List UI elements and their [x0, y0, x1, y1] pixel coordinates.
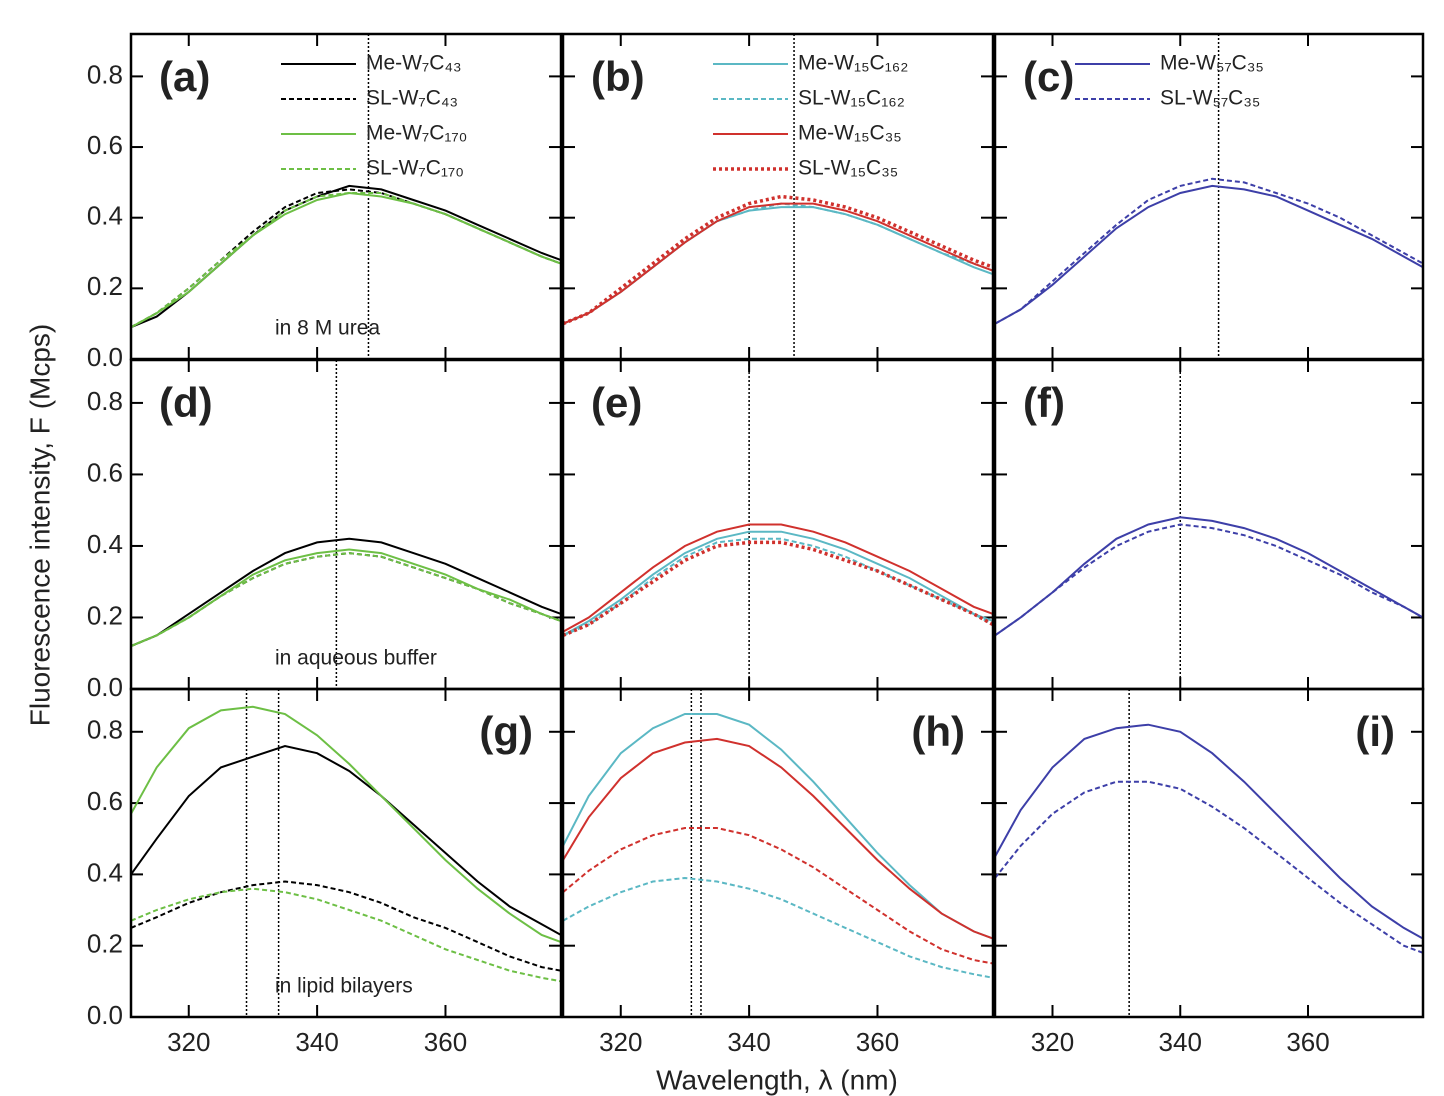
y-tick-label: 0.0: [87, 672, 123, 702]
y-axis-title: Fluorescence intensity, F (Mcps): [24, 324, 55, 727]
data-line: [562, 876, 994, 979]
data-line: [130, 537, 562, 648]
data-line: [562, 827, 994, 965]
y-tick-label: 0.4: [87, 857, 123, 887]
panel-label: (d): [159, 379, 213, 426]
data-line: [130, 191, 562, 329]
y-tick-label: 0.2: [87, 929, 123, 959]
legend-label: Me-W₅₇C₃₅: [1160, 52, 1264, 75]
legend-label: SL-W₁₅C₃₅: [798, 157, 898, 180]
annotation: in lipid bilayers: [275, 975, 413, 998]
data-line: [562, 737, 994, 940]
legend-label: SL-W₇C₁₇₀: [366, 157, 464, 180]
x-tick-label: 320: [1031, 1027, 1074, 1057]
y-tick-label: 0.8: [87, 386, 123, 416]
data-line: [130, 192, 562, 329]
legend-label: Me-W₁₅C₁₆₂: [798, 52, 908, 75]
data-line: [130, 552, 562, 648]
legend-label: Me-W₁₅C₃₅: [798, 122, 902, 145]
x-tick-label: 320: [167, 1027, 210, 1057]
x-tick-label: 360: [856, 1027, 899, 1057]
data-line: [130, 887, 562, 983]
data-line: [130, 548, 562, 648]
data-line: [130, 880, 562, 972]
data-line: [994, 177, 1424, 325]
data-line: [130, 188, 562, 329]
y-tick-label: 0.2: [87, 271, 123, 301]
annotation: in 8 M urea: [275, 317, 380, 340]
panel-label: (e): [591, 379, 642, 426]
legend-label: SL-W₅₇C₃₅: [1160, 87, 1260, 110]
panel-label: (c): [1023, 53, 1074, 100]
data-line: [562, 206, 994, 325]
y-tick-label: 0.6: [87, 130, 123, 160]
data-line: [994, 184, 1424, 325]
x-tick-label: 340: [295, 1027, 338, 1057]
y-tick-label: 0.6: [87, 786, 123, 816]
legend-label: Me-W₇C₁₇₀: [366, 122, 467, 145]
x-axis-title: Wavelength, λ (nm): [656, 1064, 898, 1095]
panel-label: (h): [911, 708, 965, 755]
data-line: [130, 552, 562, 648]
x-tick-label: 360: [1286, 1027, 1329, 1057]
y-tick-label: 0.8: [87, 715, 123, 745]
data-line: [562, 202, 994, 325]
panel-label: (f): [1023, 379, 1065, 426]
x-tick-label: 360: [424, 1027, 467, 1057]
plot-frame: [993, 687, 1425, 1019]
legend-label: SL-W₇C₄₃: [366, 87, 458, 110]
annotation: in aqueous buffer: [275, 647, 437, 670]
y-tick-label: 0.6: [87, 457, 123, 487]
data-line: [562, 540, 994, 638]
panel-label: (g): [479, 708, 533, 755]
data-line: [562, 530, 994, 637]
legend-label: SL-W₁₅C₁₆₂: [798, 87, 905, 110]
panel-label: (i): [1355, 708, 1395, 755]
plot-frame: [561, 687, 995, 1019]
y-tick-label: 0.0: [87, 342, 123, 372]
panel-label: (a): [159, 53, 210, 100]
y-tick-label: 0.4: [87, 529, 123, 559]
x-tick-label: 340: [1159, 1027, 1202, 1057]
y-tick-label: 0.8: [87, 59, 123, 89]
panel-label: (b): [591, 53, 645, 100]
data-line: [562, 523, 994, 633]
data-line: [130, 184, 562, 329]
x-tick-label: 340: [727, 1027, 770, 1057]
data-line: [994, 523, 1424, 637]
data-line: [994, 780, 1424, 954]
data-line: [562, 194, 994, 326]
x-tick-label: 320: [599, 1027, 642, 1057]
y-tick-label: 0.0: [87, 1000, 123, 1030]
data-line: [130, 744, 562, 936]
data-line: [130, 705, 562, 944]
plot-frame: [129, 687, 563, 1019]
y-tick-label: 0.4: [87, 201, 123, 231]
legend-label: Me-W₇C₄₃: [366, 52, 462, 75]
y-tick-label: 0.2: [87, 600, 123, 630]
data-line: [994, 516, 1424, 637]
data-line: [562, 202, 994, 325]
data-line: [994, 723, 1424, 940]
